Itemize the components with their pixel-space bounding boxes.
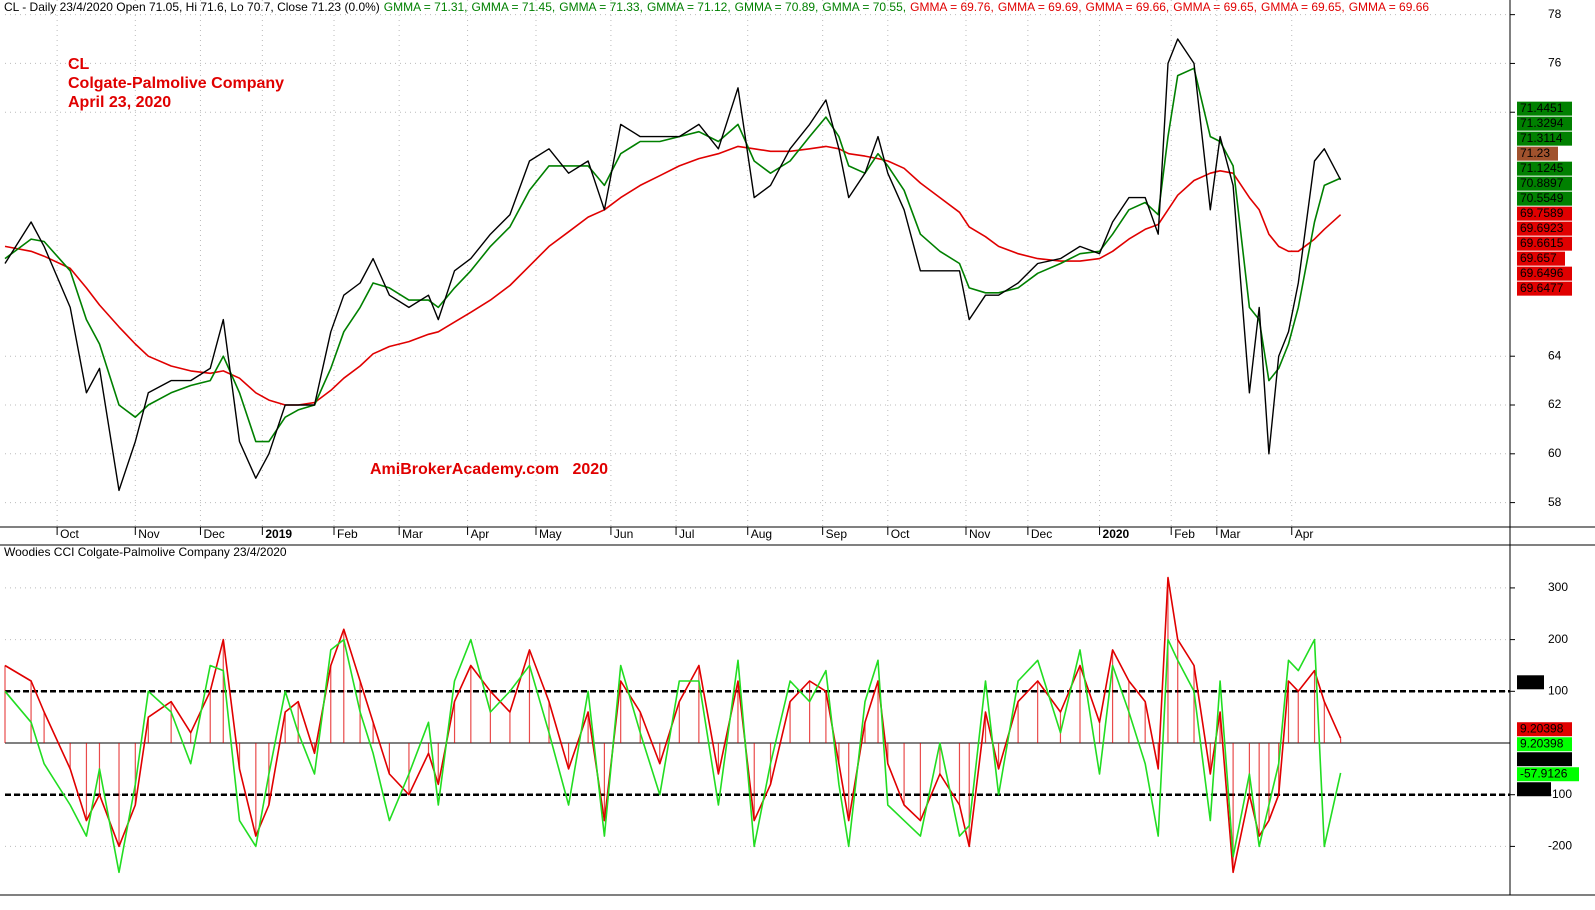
value-box-label: 69.6615: [1520, 236, 1564, 250]
value-box-label: -57.9126: [1520, 766, 1568, 780]
x-tick-label: Jul: [679, 527, 694, 541]
chart-header: CL - Daily 23/4/2020 Open 71.05, Hi 71.6…: [4, 0, 1429, 14]
value-box-label: 9.20398: [1520, 721, 1564, 735]
value-box-label: 69.7589: [1520, 206, 1564, 220]
x-tick-label: Sep: [826, 527, 848, 541]
x-tick-label: 2020: [1103, 527, 1130, 541]
y-tick-label: 200: [1548, 632, 1568, 646]
x-tick-label: May: [539, 527, 562, 541]
value-box: [1517, 161, 1572, 176]
value-box: [1517, 737, 1572, 752]
value-box-label: 70.5549: [1520, 191, 1564, 205]
value-box: [1517, 116, 1572, 131]
y-tick-label: 58: [1548, 495, 1562, 509]
y-tick-label: -100: [1548, 787, 1572, 801]
header-item: GMMA = 71.12,: [647, 0, 731, 14]
annotation: April 23, 2020: [68, 94, 171, 111]
x-tick-label: Nov: [138, 527, 159, 541]
y-tick-label: 62: [1548, 397, 1562, 411]
header-title: CL - Daily 23/4/2020 Open 71.05, Hi 71.6…: [4, 0, 380, 14]
header-item: GMMA = 71.33,: [559, 0, 643, 14]
x-tick-label: Nov: [969, 527, 990, 541]
value-box: [1517, 722, 1572, 737]
x-tick-label: Apr: [1295, 527, 1314, 541]
x-tick-label: Oct: [891, 527, 910, 541]
header-item: GMMA = 71.31,: [384, 0, 468, 14]
value-box: [1517, 101, 1572, 116]
header-item: GMMA = 71.45,: [472, 0, 556, 14]
panel-title: Woodies CCI Colgate-Palmolive Company 23…: [4, 545, 287, 559]
value-box: [1517, 176, 1572, 191]
y-tick-label: 300: [1548, 580, 1568, 594]
value-box: [1517, 266, 1572, 281]
header-item: GMMA = 70.55,: [822, 0, 906, 14]
value-box: [1517, 146, 1558, 161]
value-box-label: 71.23: [1520, 146, 1550, 160]
header-item: GMMA = 69.66: [1349, 0, 1430, 14]
y-tick-label: 100: [1548, 683, 1568, 697]
series-line: [4, 145, 1342, 406]
annotation: CL: [68, 56, 90, 73]
value-box: [1517, 206, 1572, 221]
value-box-label: 71.1245: [1520, 161, 1564, 175]
y-tick-label: -200: [1548, 839, 1572, 853]
value-box: [1517, 752, 1572, 767]
x-tick-label: Feb: [337, 527, 358, 541]
value-box-label: 0.00000: [1520, 751, 1564, 765]
annotation: Colgate-Palmolive Company: [68, 75, 284, 92]
header-item: GMMA = 69.69,: [998, 0, 1082, 14]
value-box-label: 100: [1520, 674, 1540, 688]
x-tick-label: Mar: [402, 527, 423, 541]
value-box-label: 69.657: [1520, 251, 1557, 265]
value-box-label: 70.8897: [1520, 176, 1564, 190]
value-box: [1517, 281, 1572, 296]
value-box: [1517, 221, 1572, 236]
value-box: [1517, 131, 1572, 146]
x-tick-label: 2019: [265, 527, 292, 541]
x-tick-label: Oct: [60, 527, 79, 541]
header-item: GMMA = 69.65,: [1261, 0, 1345, 14]
value-box: [1517, 191, 1572, 206]
value-box: [1517, 675, 1544, 690]
value-box-label: -100: [1520, 781, 1544, 795]
x-tick-label: Jun: [614, 527, 633, 541]
header-item: GMMA = 69.66,: [1086, 0, 1170, 14]
header-item: GMMA = 69.65,: [1173, 0, 1257, 14]
header-item: GMMA = 69.76,: [910, 0, 994, 14]
value-box-label: 69.6477: [1520, 281, 1564, 295]
series-line: [4, 638, 1342, 874]
x-tick-label: Feb: [1174, 527, 1195, 541]
y-tick-label: 60: [1548, 446, 1562, 460]
series-line: [4, 67, 1341, 443]
x-tick-label: Dec: [203, 527, 224, 541]
y-tick-label: 76: [1548, 56, 1562, 70]
x-tick-label: Apr: [471, 527, 490, 541]
value-box: [1517, 251, 1565, 266]
value-box-label: 71.3114: [1520, 131, 1563, 145]
value-box-label: 71.3294: [1520, 116, 1564, 130]
header-item: GMMA = 70.89,: [735, 0, 819, 14]
y-tick-label: 64: [1548, 348, 1562, 362]
value-box: [1517, 782, 1551, 797]
value-box: [1517, 767, 1579, 782]
value-box: [1517, 236, 1572, 251]
series-line: [4, 38, 1342, 492]
value-box-label: 71.4451: [1520, 101, 1564, 115]
x-tick-label: Dec: [1031, 527, 1052, 541]
watermark: AmiBrokerAcademy.com 2020: [370, 461, 608, 478]
value-box-label: 9.20398: [1520, 736, 1564, 750]
y-tick-label: 78: [1548, 7, 1562, 21]
value-box-label: 69.6496: [1520, 266, 1564, 280]
value-box-label: 69.6923: [1520, 221, 1564, 235]
x-tick-label: Aug: [751, 527, 772, 541]
x-tick-label: Mar: [1220, 527, 1241, 541]
